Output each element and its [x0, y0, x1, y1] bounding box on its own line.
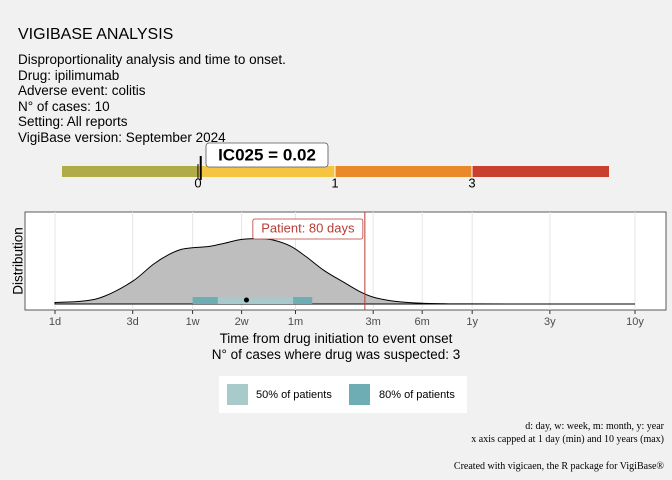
median-point	[243, 297, 249, 303]
subtitle-line-version: VigiBase version: September 2024	[18, 129, 226, 145]
x-tick-label-1m: 1m	[288, 316, 303, 328]
subtitle-block: Disproportionality analysis and time to …	[18, 52, 286, 145]
footer-note-cap: x axis capped at 1 day (min) and 10 year…	[471, 434, 664, 445]
x-axis-title: Time from drug initiation to event onset	[219, 331, 453, 346]
x-axis-ticks: 1d 3d 1w 2w 1m 3m 6m 1y 3y 10y	[49, 310, 644, 328]
footer-note-abbreviations: d: day, w: week, m: month, y: year	[525, 421, 664, 432]
ic-tick-label-1: 1	[331, 175, 338, 190]
legend-label-80: 80% of patients	[379, 389, 455, 401]
footer-credit: Created with vigicaen, the R package for…	[453, 461, 664, 472]
density-area	[54, 238, 636, 305]
x-tick-label-2w: 2w	[235, 316, 249, 328]
x-tick-label-3y: 3y	[544, 316, 556, 328]
subtitle-line-description: Disproportionality analysis and time to …	[18, 52, 286, 67]
legend-key-50	[227, 384, 248, 405]
x-tick-label-1y: 1y	[466, 316, 478, 328]
x-tick-label-3d: 3d	[127, 316, 139, 328]
legend-label-50: 50% of patients	[256, 389, 332, 401]
range-legend: 50% of patients 80% of patients	[219, 376, 467, 413]
x-tick-label-1d: 1d	[49, 316, 61, 328]
x-tick-label-10y: 10y	[626, 316, 644, 328]
ic-segment-0-1	[198, 166, 335, 177]
page-title: VIGIBASE ANALYSIS	[18, 26, 174, 43]
patient-marker-label: Patient: 80 days	[261, 220, 355, 235]
ic-value-label: IC025 = 0.02	[218, 145, 316, 164]
x-tick-label-3m: 3m	[366, 316, 381, 328]
subtitle-line-setting: Setting: All reports	[18, 114, 128, 129]
ic-bar-chart: 0 1 3 IC025 = 0.02	[62, 142, 609, 190]
legend-key-80	[349, 384, 370, 405]
ic-tick-label-0: 0	[194, 175, 201, 190]
ic-segment-high	[472, 166, 609, 177]
subtitle-line-cases: N° of cases: 10	[18, 98, 110, 114]
range-50-percent	[217, 297, 294, 304]
patient-marker-label-box	[252, 218, 364, 240]
x-tick-label-6m: 6m	[415, 316, 430, 328]
x-tick-label-1w: 1w	[186, 316, 200, 328]
subtitle-line-event: Adverse event: colitis	[18, 83, 146, 98]
x-axis-subtitle: N° of cases where drug was suspected: 3	[211, 347, 461, 362]
ic-value-label-box	[205, 142, 329, 168]
ic-segment-1-3	[335, 166, 472, 177]
y-axis-title: Distribution	[11, 227, 26, 295]
subtitle-line-drug: Drug: ipilimumab	[18, 67, 120, 83]
time-to-onset-chart: Patient: 80 days 1d 3d 1w 2w 1m 3m 6m 1y 3y 10y D…	[11, 211, 667, 328]
ic-segment-low	[62, 166, 198, 177]
ic-tick-label-3: 3	[468, 175, 475, 190]
